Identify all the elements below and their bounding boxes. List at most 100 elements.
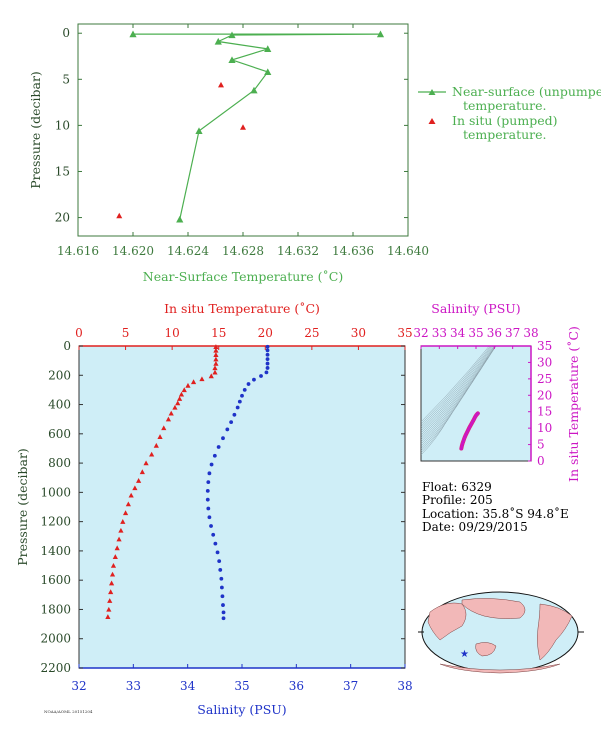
profile-number: Profile: 205	[422, 493, 493, 507]
salinity-point	[252, 377, 256, 382]
salinity-point	[219, 576, 224, 581]
salinity-tick-label: 34	[180, 679, 196, 693]
ts-salinity-tick-label: 33	[432, 326, 447, 340]
salinity-point	[229, 420, 234, 425]
temperature-point	[114, 545, 120, 551]
pressure-tick-label: 200	[48, 368, 71, 382]
salinity-point	[265, 344, 270, 349]
location: Location: 35.8˚S 94.8˚E	[422, 506, 569, 521]
x-tick-label: 14.636	[332, 244, 374, 258]
salinity-point	[265, 352, 270, 357]
temperature-point	[213, 360, 219, 366]
float-info: Float: 6329 Profile: 205 Location: 35.8˚…	[422, 480, 569, 534]
temperature-point	[112, 554, 118, 559]
ts-point	[469, 423, 473, 427]
legend-marker-in-situ	[428, 118, 436, 124]
world-map: ★	[418, 591, 584, 674]
temperature-point	[109, 571, 116, 577]
y-tick-label: 20	[55, 211, 70, 225]
ts-temp-tick-label: 15	[537, 405, 552, 419]
pressure-axis-title: Pressure (decibar)	[15, 448, 30, 566]
temperature-point	[212, 365, 218, 371]
near-surface-point	[228, 31, 236, 39]
salinity-axis-title: Salinity (PSU)	[197, 702, 286, 717]
legend: Near-surface (unpumped) temperature. In …	[418, 84, 601, 142]
temperature-point	[176, 396, 183, 401]
temperature-point	[168, 410, 174, 416]
salinity-point	[242, 388, 247, 392]
y-axis-label: Pressure (decibar)	[28, 71, 43, 189]
ts-point	[461, 441, 465, 445]
x-tick-label: 14.632	[277, 244, 319, 258]
pressure-tick-label: 800	[48, 456, 71, 470]
temperature-point	[122, 510, 129, 516]
footer-text: NOAA/AOML 20151204	[44, 709, 93, 714]
ts-point	[476, 411, 480, 415]
ts-salinity-tick-label: 35	[468, 326, 483, 340]
salinity-point	[205, 497, 210, 502]
near-surface-point	[176, 215, 184, 223]
density-contour	[421, 346, 496, 434]
density-contour	[421, 346, 495, 431]
ts-temp-tick-label: 0	[537, 454, 545, 468]
x-axis-label: Near-Surface Temperature (˚C)	[143, 269, 343, 284]
salinity-point	[220, 594, 225, 599]
temperature-point	[199, 376, 205, 382]
ts-point	[470, 420, 474, 424]
temperature-point	[178, 391, 185, 397]
salinity-point	[265, 366, 270, 370]
temp-tick-label: 10	[165, 326, 180, 340]
salinity-point	[216, 445, 221, 449]
x-tick-label: 14.640	[387, 244, 429, 258]
ts-temp-tick-label: 20	[537, 388, 552, 402]
near-surface-series-line	[133, 33, 381, 220]
temperature-point	[172, 404, 178, 410]
salinity-point	[206, 480, 211, 485]
date: Date: 09/29/2015	[422, 520, 528, 534]
salinity-point	[205, 489, 210, 493]
salinity-tick-label: 35	[234, 679, 249, 693]
ts-temp-tick-label: 10	[537, 421, 552, 435]
temp-tick-label: 30	[351, 326, 366, 340]
y-tick-label: 10	[55, 118, 70, 132]
salinity-point	[207, 515, 212, 520]
near-surface-point	[228, 56, 236, 64]
temperature-point	[125, 501, 131, 507]
pressure-tick-label: 2000	[40, 632, 71, 646]
salinity-point	[221, 610, 226, 615]
ts-point	[463, 433, 468, 437]
salinity-point	[232, 412, 237, 417]
ts-temp-tick-label: 5	[537, 438, 545, 452]
temp-tick-label: 35	[397, 326, 412, 340]
ts-background	[420, 345, 532, 462]
density-contour	[421, 346, 493, 427]
salinity-tick-label: 33	[126, 679, 141, 693]
temperature-point	[105, 614, 111, 619]
near-surface-chart: 14.616 14.620 14.624 14.628 14.632 14.636 14.6…	[28, 23, 429, 284]
pressure-tick-label: 1400	[40, 544, 71, 558]
temperature-point	[136, 478, 142, 483]
temp-tick-label: 20	[258, 326, 273, 340]
salinity-point	[209, 462, 214, 467]
ts-salinity-tick-label: 32	[413, 326, 428, 340]
ts-temp-tick-label: 25	[537, 372, 552, 386]
salinity-point	[217, 559, 222, 564]
y-tick-label: 0	[62, 26, 70, 40]
salinity-point	[219, 585, 224, 590]
salinity-tick-label: 37	[343, 679, 358, 693]
legend-label-in-situ-1: In situ (pumped)	[452, 113, 557, 128]
in-situ-point	[116, 212, 123, 219]
temperature-point	[106, 606, 112, 612]
near-surface-point	[376, 30, 385, 38]
ts-point	[467, 425, 471, 430]
near-surface-point	[129, 30, 137, 38]
salinity-point	[207, 471, 212, 476]
legend-label-near-surface-2: temperature.	[463, 98, 547, 113]
temperature-point	[109, 580, 115, 586]
float-location-star-icon: ★	[460, 649, 469, 660]
temperature-point	[190, 379, 197, 385]
temperature-point	[213, 347, 219, 353]
temp-axis-title: In situ Temperature (˚C)	[164, 301, 320, 316]
